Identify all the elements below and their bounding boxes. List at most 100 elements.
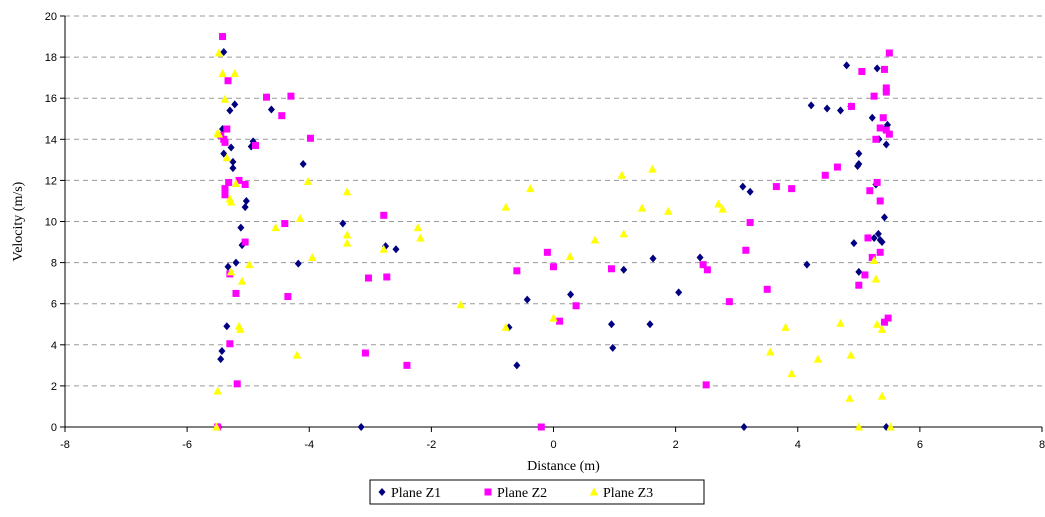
data-point <box>403 361 411 369</box>
data-point <box>807 101 815 110</box>
data-point <box>876 124 884 132</box>
data-point <box>858 67 866 75</box>
data-point <box>380 211 388 219</box>
data-point <box>876 197 884 205</box>
data-point <box>871 274 881 283</box>
data-point <box>392 245 400 254</box>
data-point <box>882 84 890 92</box>
legend-label: Plane Z2 <box>497 486 547 501</box>
y-tick-label: 10 <box>45 217 57 229</box>
data-point <box>543 248 551 256</box>
data-point <box>237 276 247 285</box>
data-point <box>212 422 221 431</box>
data-point <box>836 318 845 327</box>
data-point <box>306 134 314 142</box>
data-point <box>549 313 558 322</box>
data-point <box>870 233 878 242</box>
data-point <box>879 114 887 122</box>
data-point <box>526 184 535 193</box>
data-point <box>608 320 616 329</box>
data-point <box>383 273 391 281</box>
data-point <box>281 220 289 228</box>
data-point <box>813 354 823 363</box>
data-point <box>342 230 352 239</box>
data-point <box>226 340 234 348</box>
data-point <box>236 324 245 333</box>
data-point <box>220 94 230 103</box>
data-point <box>850 239 858 248</box>
data-point <box>284 293 292 301</box>
data-point <box>637 203 647 212</box>
data-point <box>766 347 775 356</box>
y-tick-label: 16 <box>45 93 57 105</box>
data-point <box>233 380 241 388</box>
data-point <box>664 206 673 215</box>
gridlines <box>65 15 1042 387</box>
data-point <box>501 202 511 211</box>
data-point <box>718 204 727 213</box>
data-point <box>294 259 302 268</box>
data-point <box>877 391 887 400</box>
legend-label: Plane Z1 <box>391 486 441 501</box>
data-point <box>223 125 231 133</box>
x-tick-label: 8 <box>1039 439 1045 451</box>
y-tick-label: 8 <box>51 258 57 270</box>
data-point <box>781 322 790 331</box>
y-tick-label: 18 <box>45 52 57 64</box>
x-tick-label: 6 <box>917 439 923 451</box>
data-point <box>648 164 657 173</box>
data-point <box>864 234 872 242</box>
y-tick-label: 12 <box>45 175 57 187</box>
data-point <box>217 355 225 364</box>
legend: Plane Z1 Plane Z2 Plane Z3 <box>369 479 705 505</box>
data-point <box>617 170 627 179</box>
data-point <box>861 271 869 279</box>
y-tick-label: 4 <box>51 340 57 352</box>
data-point <box>843 61 851 70</box>
data-point <box>232 258 240 267</box>
data-point <box>241 203 249 212</box>
y-axis-title: Velocity (m/s) <box>11 181 26 261</box>
data-point <box>303 176 313 185</box>
data-point <box>364 274 372 282</box>
data-point <box>696 253 704 262</box>
data-point <box>227 143 235 152</box>
data-point <box>608 265 616 273</box>
x-tick-label: 2 <box>673 439 679 451</box>
data-point <box>235 176 243 184</box>
data-point <box>649 254 657 263</box>
data-point <box>609 343 617 352</box>
data-point <box>556 317 564 325</box>
data-point <box>714 199 723 208</box>
data-point <box>267 105 275 114</box>
x-tick-label: 4 <box>795 439 801 451</box>
data-point <box>855 281 863 289</box>
axes <box>60 15 1043 432</box>
data-point <box>874 229 882 238</box>
data-point <box>416 233 425 242</box>
data-point <box>224 77 232 85</box>
data-point <box>224 262 232 271</box>
data-point <box>872 135 880 143</box>
data-point <box>357 423 365 431</box>
data-point <box>877 324 887 333</box>
legend-item: Plane Z2 <box>484 486 547 501</box>
data-point <box>214 48 224 57</box>
legend-label: Plane Z3 <box>603 486 653 501</box>
legend-marker <box>378 488 386 496</box>
data-point <box>218 346 226 355</box>
data-point <box>214 129 224 138</box>
data-point <box>572 302 580 310</box>
data-point <box>223 322 231 331</box>
series-3 <box>212 48 895 431</box>
data-point <box>646 320 654 329</box>
data-point <box>513 267 521 275</box>
data-point <box>295 213 305 222</box>
data-point <box>413 223 423 232</box>
data-point <box>699 261 707 269</box>
data-point <box>232 289 240 297</box>
legend-item: Plane Z3 <box>589 486 653 501</box>
data-point <box>872 319 882 328</box>
data-point <box>619 229 628 238</box>
